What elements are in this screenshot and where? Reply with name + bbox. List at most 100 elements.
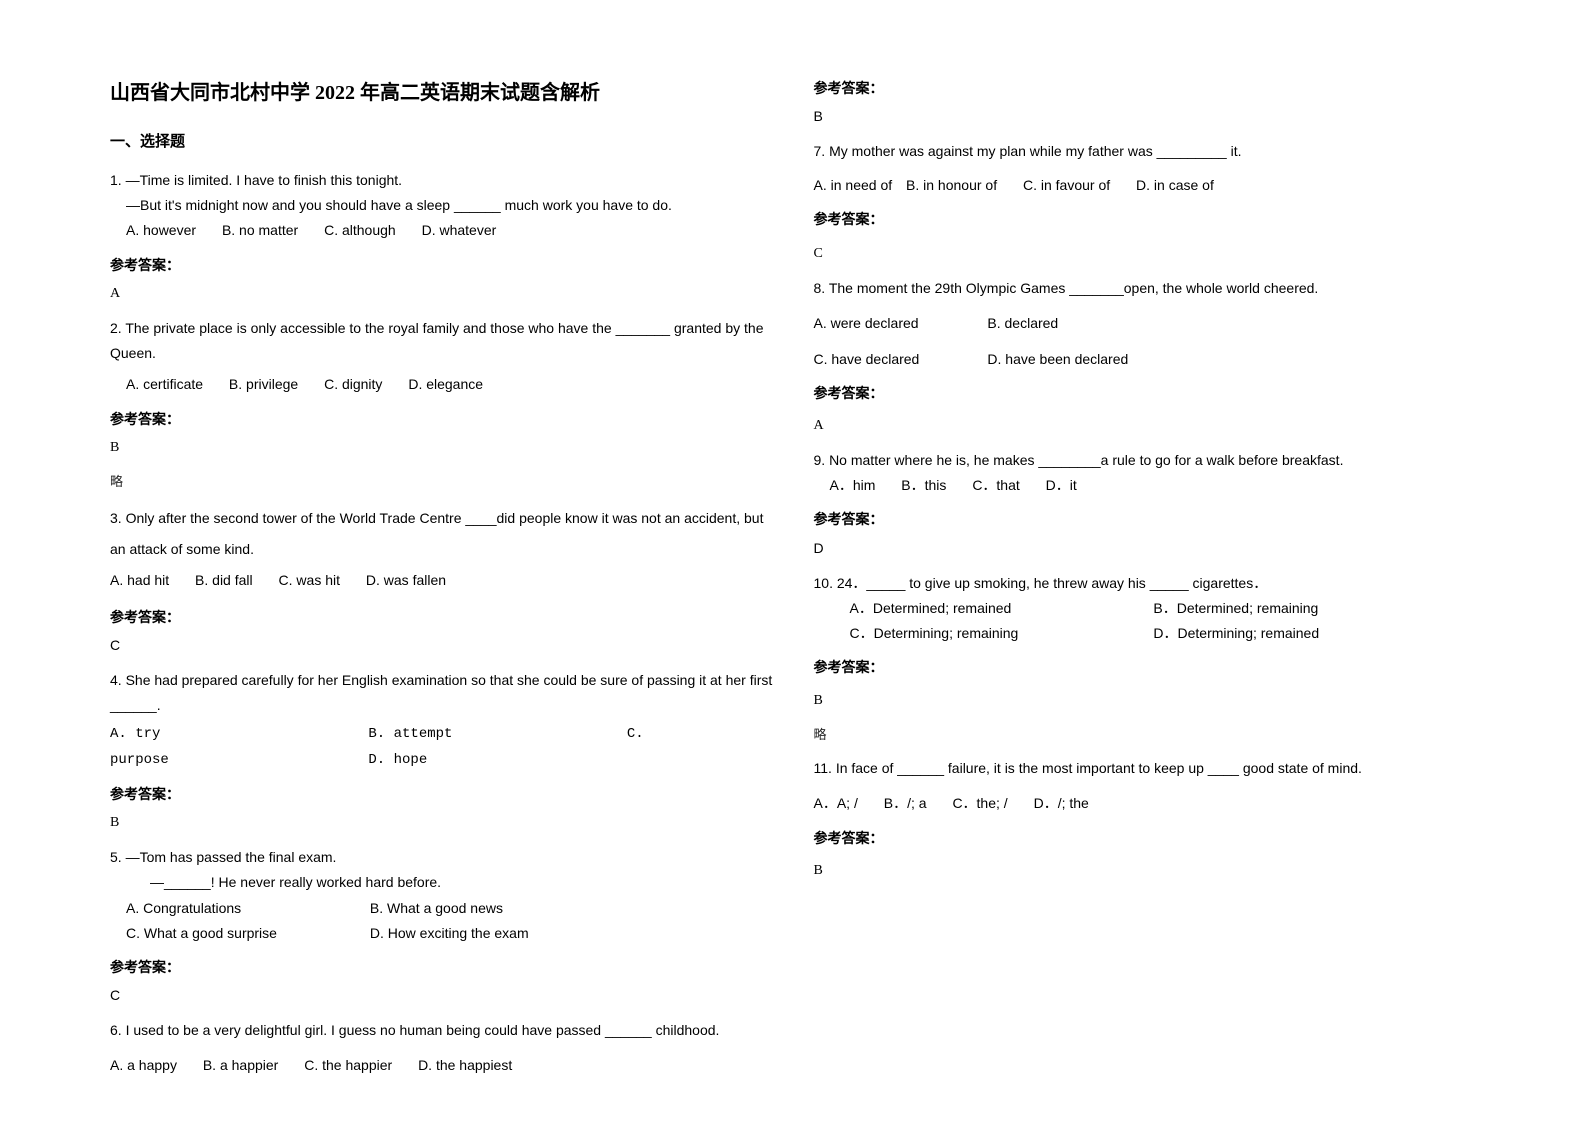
q4-opt-d: D. hope (368, 748, 427, 773)
q3-answer-label: 参考答案： (110, 606, 774, 631)
q4-answer: B (110, 810, 774, 835)
q9-answer-label: 参考答案： (814, 508, 1478, 533)
q7-stem: 7. My mother was against my plan while m… (814, 139, 1478, 164)
q10-stem: 10. 24．_____ to give up smoking, he thre… (814, 571, 1478, 596)
q1-opt-d: D. whatever (422, 218, 497, 243)
q2-stem: 2. The private place is only accessible … (110, 316, 774, 366)
q1-line2: —But it's midnight now and you should ha… (110, 193, 774, 218)
q11-stem: 11. In face of ______ failure, it is the… (814, 756, 1478, 781)
question-6: 6. I used to be a very delightful girl. … (110, 1018, 774, 1078)
q1-opt-c: C. although (324, 218, 396, 243)
q6-opt-a: A. a happy (110, 1053, 177, 1078)
q11-opt-d: D．/; the (1034, 791, 1089, 816)
question-9: 9. No matter where he is, he makes _____… (814, 448, 1478, 498)
q3-opt-c: C. was hit (279, 565, 340, 596)
q5-answer: C (110, 983, 774, 1008)
q11-options: A．A; / B．/; a C．the; / D．/; the (814, 791, 1478, 816)
q10-opt-b: B．Determined; remaining (1153, 600, 1318, 616)
q8-answer-label: 参考答案： (814, 382, 1478, 407)
q8-opt-c: C. have declared (814, 347, 984, 372)
q10-opt-a: A．Determined; remained (850, 596, 1150, 621)
q5-opt-b: B. What a good news (370, 900, 503, 916)
q7-opt-d: D. in case of (1136, 173, 1214, 198)
q4-opt-c: purpose (110, 748, 360, 773)
q5-options-row2: C. What a good surprise D. How exciting … (110, 921, 774, 946)
q2-opt-b: B. privilege (229, 372, 298, 397)
q3-opt-b: B. did fall (195, 565, 253, 596)
q5-opt-d: D. How exciting the exam (370, 925, 529, 941)
q8-opt-a: A. were declared (814, 311, 984, 336)
q2-explain: 略 (110, 470, 774, 493)
q10-options-row2: C．Determining; remaining D．Determining; … (814, 621, 1478, 646)
q9-stem: 9. No matter where he is, he makes _____… (814, 448, 1478, 473)
q7-opt-b: B. in honour of (906, 173, 997, 198)
question-3: 3. Only after the second tower of the Wo… (110, 503, 774, 595)
q11-answer-label: 参考答案： (814, 827, 1478, 852)
q7-answer: C (814, 241, 1478, 266)
q2-opt-c: C. dignity (324, 372, 382, 397)
q6-answer: B (814, 104, 1478, 129)
q8-options-row1: A. were declared B. declared (814, 311, 1478, 336)
q4-opt-a: A. try (110, 722, 360, 747)
q1-opt-a: A. however (126, 218, 196, 243)
question-10: 10. 24．_____ to give up smoking, he thre… (814, 571, 1478, 647)
q6-answer-label: 参考答案： (814, 77, 1478, 102)
q10-explain: 略 (814, 723, 1478, 746)
q8-answer: A (814, 413, 1478, 438)
q8-options-row2: C. have declared D. have been declared (814, 347, 1478, 372)
q1-options: A. however B. no matter C. although D. w… (110, 218, 774, 243)
question-8: 8. The moment the 29th Olympic Games ___… (814, 276, 1478, 372)
q3-opt-d: D. was fallen (366, 565, 446, 596)
q5-options-row1: A. Congratulations B. What a good news (110, 896, 774, 921)
q7-answer-label: 参考答案： (814, 208, 1478, 233)
q4-options: A. try B. attempt C. purpose D. hope (110, 722, 774, 772)
q8-stem: 8. The moment the 29th Olympic Games ___… (814, 276, 1478, 301)
q8-opt-b: B. declared (987, 315, 1058, 331)
q6-opt-b: B. a happier (203, 1053, 279, 1078)
q3-answer: C (110, 633, 774, 658)
q10-opt-c: C．Determining; remaining (850, 621, 1150, 646)
q6-options: A. a happy B. a happier C. the happier D… (110, 1053, 774, 1078)
q5-opt-c: C. What a good surprise (126, 921, 366, 946)
q6-stem: 6. I used to be a very delightful girl. … (110, 1018, 774, 1043)
q4-answer-label: 参考答案： (110, 783, 774, 808)
question-1: 1. —Time is limited. I have to finish th… (110, 168, 774, 244)
q11-opt-c: C．the; / (952, 791, 1007, 816)
q10-answer: B (814, 688, 1478, 713)
q11-opt-a: A．A; / (814, 791, 858, 816)
q7-opt-c: C. in favour of (1023, 173, 1110, 198)
q4-opt-b: B. attempt (368, 722, 618, 747)
q5-answer-label: 参考答案： (110, 956, 774, 981)
q2-opt-a: A. certificate (126, 372, 203, 397)
q3-options: A. had hit B. did fall C. was hit D. was… (110, 565, 774, 596)
q7-options: A. in need of B. in honour of C. in favo… (814, 173, 1478, 198)
q9-opt-a: A．him (830, 473, 876, 498)
q2-opt-d: D. elegance (408, 372, 483, 397)
left-column: 山西省大同市北村中学 2022 年高二英语期末试题含解析 一、选择题 1. —T… (90, 75, 794, 1047)
q9-answer: D (814, 536, 1478, 561)
question-5: 5. —Tom has passed the final exam. —____… (110, 845, 774, 946)
q2-answer-label: 参考答案： (110, 408, 774, 433)
q2-answer: B (110, 435, 774, 460)
question-7: 7. My mother was against my plan while m… (814, 139, 1478, 197)
section-1-heading: 一、选择题 (110, 129, 774, 156)
q1-line1: 1. —Time is limited. I have to finish th… (110, 168, 774, 193)
q9-opt-c: C．that (972, 473, 1019, 498)
q9-opt-d: D．it (1046, 473, 1077, 498)
q6-opt-d: D. the happiest (418, 1053, 512, 1078)
q1-answer: A (110, 281, 774, 306)
q1-opt-b: B. no matter (222, 218, 298, 243)
q10-answer-label: 参考答案： (814, 656, 1478, 681)
q5-line2: —______! He never really worked hard bef… (110, 870, 774, 895)
doc-title: 山西省大同市北村中学 2022 年高二英语期末试题含解析 (110, 75, 774, 111)
q11-answer: B (814, 858, 1478, 883)
q4-stem: 4. She had prepared carefully for her En… (110, 668, 774, 718)
q5-opt-a: A. Congratulations (126, 896, 366, 921)
q9-options: A．him B．this C．that D．it (814, 473, 1478, 498)
q11-opt-b: B．/; a (884, 791, 927, 816)
q4-opt-c-pre: C. (627, 722, 644, 747)
q10-options-row1: A．Determined; remained B．Determined; rem… (814, 596, 1478, 621)
question-2: 2. The private place is only accessible … (110, 316, 774, 398)
right-column: 参考答案： B 7. My mother was against my plan… (794, 75, 1498, 1047)
q9-opt-b: B．this (901, 473, 946, 498)
